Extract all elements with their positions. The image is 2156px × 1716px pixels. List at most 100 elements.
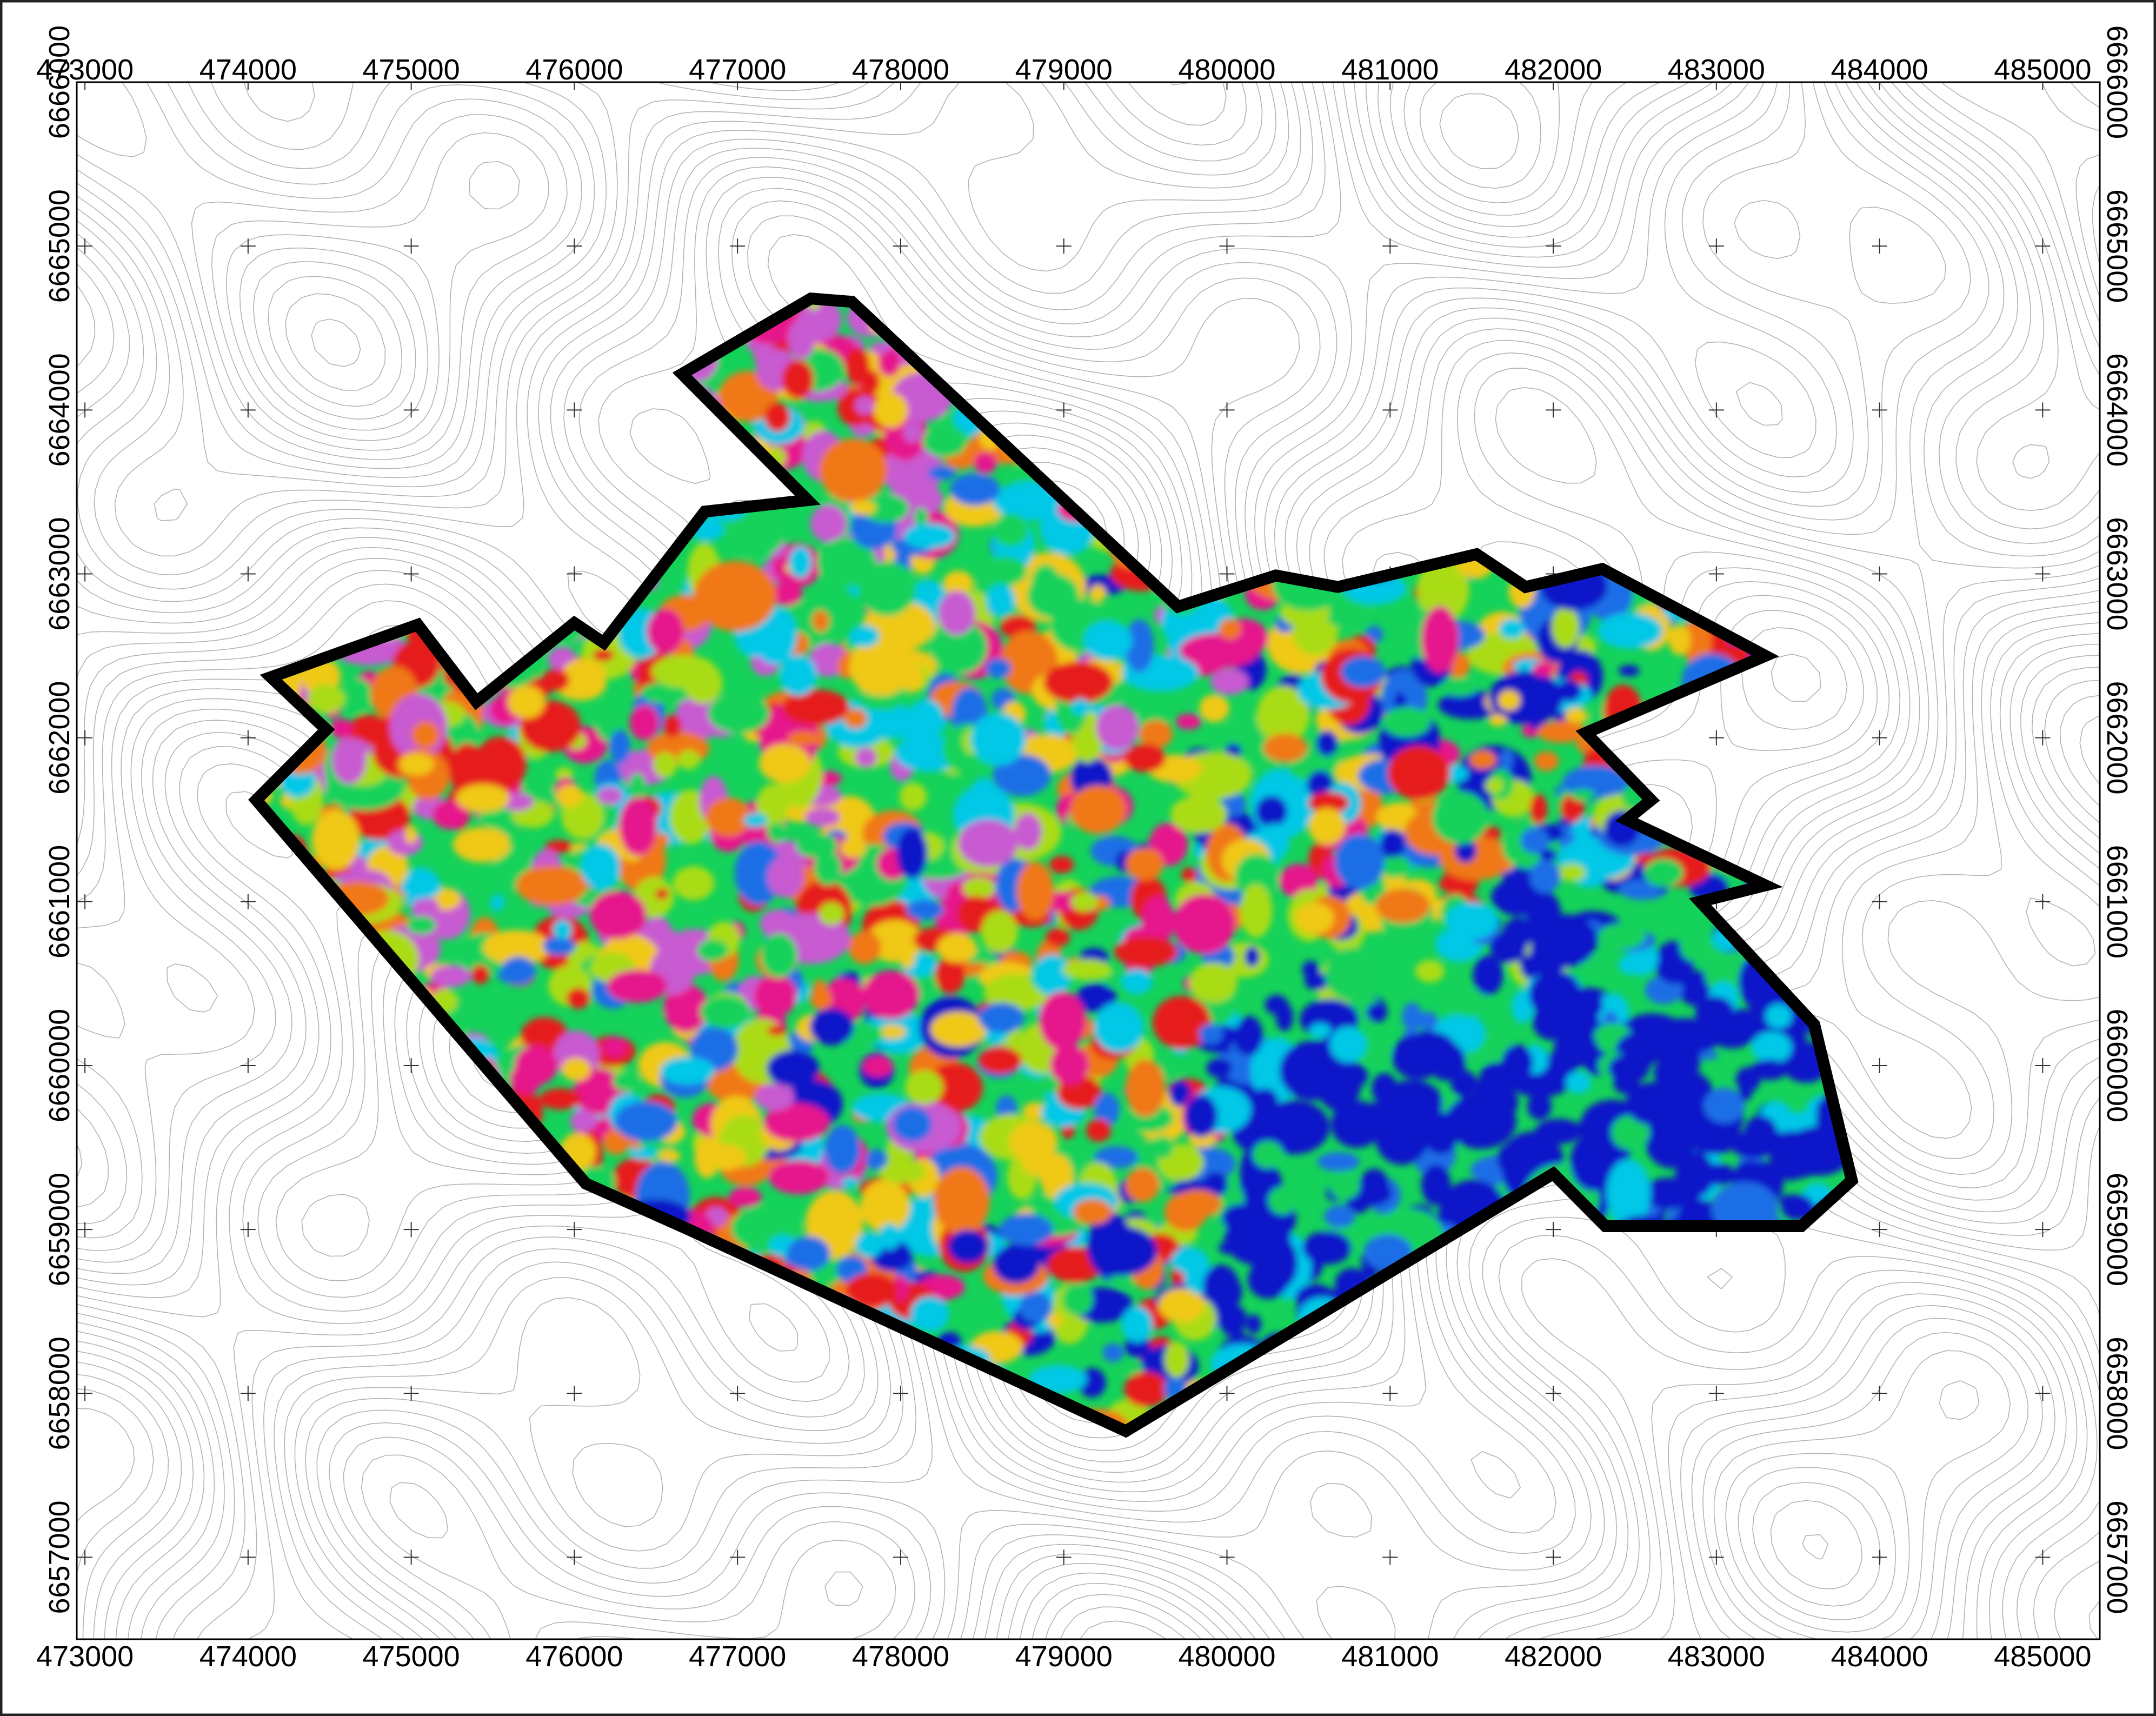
grid-cross: [240, 1057, 256, 1073]
x-tick-label-top: 477000: [689, 54, 786, 86]
x-tick-label-bottom: 482000: [1505, 1640, 1602, 1673]
grid-cross: [567, 1549, 582, 1565]
y-tick-label-right: 6661000: [2101, 845, 2133, 959]
x-tick-label-top: 483000: [1668, 54, 1765, 86]
grid-cross: [240, 566, 256, 582]
grid-cross: [403, 402, 419, 418]
grid-cross: [1708, 1386, 1724, 1401]
grid-cross: [1872, 238, 1887, 254]
x-tick-label-bottom: 481000: [1341, 1640, 1439, 1673]
grid-cross: [1056, 238, 1072, 254]
grid-cross: [403, 566, 419, 582]
grid-cross: [2035, 566, 2051, 582]
grid-cross: [1872, 566, 1887, 582]
y-tick-label-right: 6663000: [2101, 517, 2133, 630]
x-tick-label-top: 482000: [1505, 54, 1602, 86]
grid-cross: [893, 82, 908, 90]
y-axis-labels-left: 6666000 6665000 6664000 6663000 6662000 66610…: [43, 25, 76, 1614]
x-tick-label-top: 485000: [1994, 54, 2091, 86]
grid-cross: [403, 1057, 419, 1073]
grid-cross: [77, 402, 93, 418]
grid-cross: [1872, 894, 1887, 909]
grid-cross: [1382, 238, 1398, 254]
grid-cross: [77, 1549, 93, 1565]
grid-cross: [1382, 1386, 1398, 1401]
geophysical-anomaly-raster: [256, 298, 1852, 1432]
y-tick-label-left: 6662000: [43, 681, 76, 794]
grid-cross: [2035, 894, 2051, 909]
grid-cross: [1382, 82, 1398, 90]
grid-cross: [2035, 1057, 2051, 1073]
grid-cross: [730, 82, 746, 90]
x-tick-label-bottom: 479000: [1015, 1640, 1113, 1673]
grid-cross: [1056, 1549, 1072, 1565]
grid-cross: [1708, 566, 1724, 582]
grid-cross: [403, 1549, 419, 1565]
y-tick-label-left: 6659000: [43, 1173, 76, 1286]
x-tick-label-bottom: 484000: [1831, 1640, 1928, 1673]
grid-cross: [1872, 402, 1887, 418]
grid-cross: [1219, 82, 1235, 90]
grid-cross: [1872, 1386, 1887, 1401]
y-tick-label-left: 6660000: [43, 1009, 76, 1122]
grid-cross: [240, 1222, 256, 1238]
y-tick-label-right: 6664000: [2101, 353, 2133, 467]
grid-cross: [1872, 1549, 1887, 1565]
x-tick-label-bottom: 473000: [36, 1640, 134, 1673]
y-tick-label-right: 6665000: [2101, 189, 2133, 303]
grid-cross: [730, 1549, 746, 1565]
grid-cross: [1546, 82, 1561, 90]
grid-cross: [77, 82, 93, 90]
y-tick-label-left: 6666000: [43, 25, 76, 139]
grid-cross: [77, 238, 93, 254]
grid-cross: [893, 238, 908, 254]
x-tick-label-top: 475000: [362, 54, 460, 86]
grid-cross: [240, 402, 256, 418]
grid-cross: [403, 238, 419, 254]
y-tick-label-left: 6665000: [43, 189, 76, 303]
grid-cross: [1219, 566, 1235, 582]
grid-cross: [403, 1222, 419, 1238]
x-tick-label-bottom: 476000: [525, 1640, 623, 1673]
grid-cross: [1708, 730, 1724, 746]
y-axis-labels-right: 6666000 6665000 6664000 6663000 6662000 66610…: [2101, 25, 2133, 1614]
grid-cross: [240, 1549, 256, 1565]
grid-cross: [77, 1386, 93, 1401]
x-axis-labels-bottom: 473000 474000 475000 476000 477000 478000 4790…: [36, 1640, 2092, 1673]
x-tick-label-top: 474000: [199, 54, 297, 86]
grid-cross: [2035, 238, 2051, 254]
x-tick-label-bottom: 483000: [1668, 1640, 1765, 1673]
grid-cross: [1056, 402, 1072, 418]
grid-cross: [240, 894, 256, 909]
y-tick-label-left: 6661000: [43, 845, 76, 959]
grid-cross: [2035, 402, 2051, 418]
grid-cross: [77, 730, 93, 746]
grid-cross: [1708, 1549, 1724, 1565]
x-tick-label-bottom: 474000: [199, 1640, 297, 1673]
y-tick-label-right: 6666000: [2101, 25, 2133, 139]
grid-cross: [1382, 402, 1398, 418]
grid-cross: [567, 402, 582, 418]
x-tick-label-top: 484000: [1831, 54, 1928, 86]
grid-cross: [2035, 1549, 2051, 1565]
grid-cross: [240, 238, 256, 254]
grid-cross: [1546, 402, 1561, 418]
grid-cross: [893, 1386, 908, 1401]
y-tick-label-right: 6658000: [2101, 1336, 2133, 1450]
grid-cross: [1708, 402, 1724, 418]
grid-cross: [2035, 82, 2051, 90]
grid-cross: [1219, 238, 1235, 254]
grid-cross: [77, 1057, 93, 1073]
grid-cross: [567, 1386, 582, 1401]
x-tick-label-top: 476000: [525, 54, 623, 86]
grid-cross: [1708, 82, 1724, 90]
grid-cross: [567, 82, 582, 90]
grid-cross: [567, 566, 582, 582]
y-tick-label-right: 6657000: [2101, 1500, 2133, 1614]
grid-cross: [1872, 1222, 1887, 1238]
grid-cross: [1219, 1386, 1235, 1401]
x-tick-label-bottom: 478000: [852, 1640, 949, 1673]
x-tick-label-top: 481000: [1341, 54, 1439, 86]
x-tick-label-bottom: 480000: [1178, 1640, 1275, 1673]
